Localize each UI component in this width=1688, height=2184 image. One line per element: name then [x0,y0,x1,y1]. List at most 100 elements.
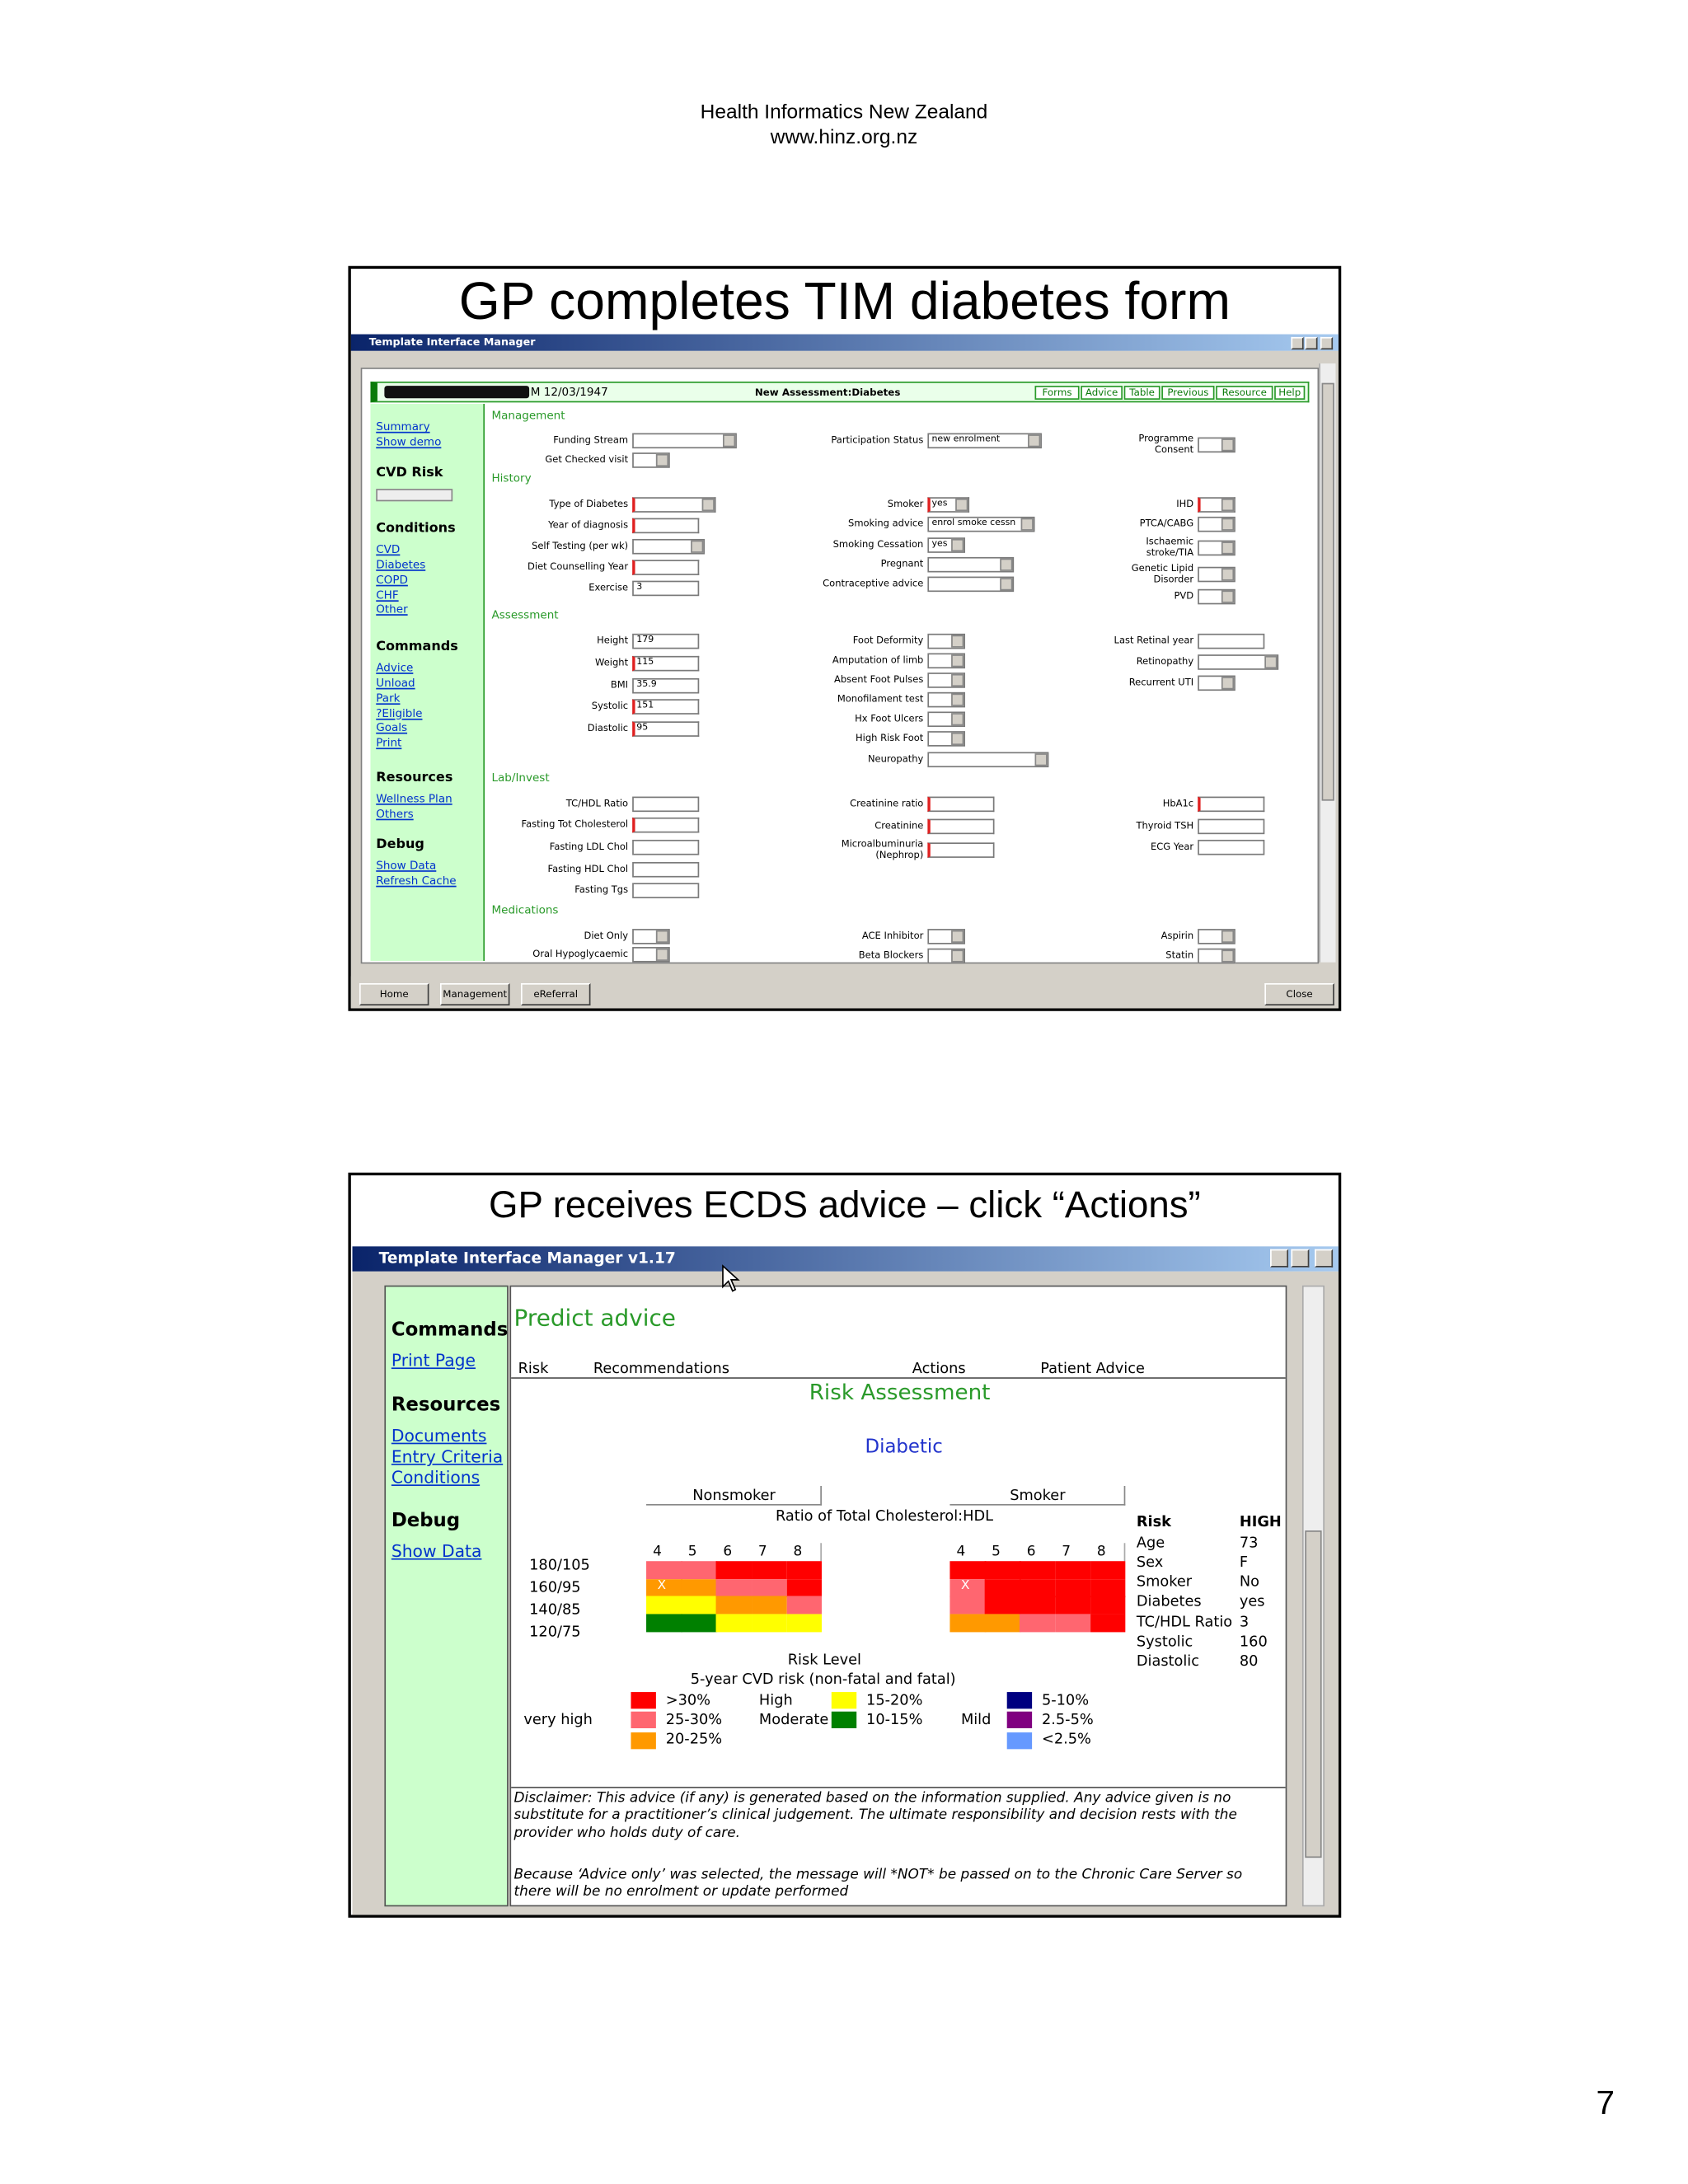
risk-cell [646,1561,682,1580]
sidebar-link[interactable]: Show demo [376,436,442,449]
text-input[interactable] [632,677,700,693]
field-value: 95 [636,721,649,733]
sidebar-link[interactable]: CHF [376,588,399,602]
field-label: Fasting LDL Chol [549,841,629,852]
tab-label[interactable]: Patient Advice [1040,1360,1145,1377]
text-input[interactable] [632,698,700,715]
text-input[interactable] [632,817,700,832]
sidebar-link[interactable]: Documents [391,1425,487,1446]
risk-cell [1020,1596,1056,1615]
field-label: Programme Consent [1138,433,1194,456]
tab-label[interactable]: Forms [1042,387,1072,398]
window-button[interactable] [1270,1249,1289,1268]
text-input[interactable] [632,559,700,575]
legend-label: <2.5% [1041,1731,1091,1749]
tab-label[interactable]: Previous [1167,387,1209,398]
tab-label[interactable]: Risk [518,1360,549,1377]
text-input[interactable] [632,579,700,596]
field-label: PTCA/CABG [1139,518,1194,529]
dropdown[interactable] [927,432,1042,448]
field-label: ECG Year [1150,841,1194,852]
dropdown[interactable] [632,496,716,512]
title-bar [352,1246,1339,1272]
text-input[interactable] [632,839,700,855]
sidebar-link[interactable]: Refresh Cache [376,874,457,888]
text-input[interactable] [927,795,995,812]
field-label: Pregnant [880,558,924,569]
text-input[interactable] [632,633,700,649]
sidebar-link[interactable]: Diabetes [376,558,426,571]
tab-label[interactable]: Help [1278,387,1301,398]
sidebar-link[interactable]: Park [376,691,401,705]
text-input[interactable] [1198,633,1265,649]
window-button[interactable] [1305,336,1318,350]
window-button[interactable] [1291,336,1304,350]
tab-label[interactable]: Resource [1221,387,1267,398]
risk-value: HIGH [1239,1513,1282,1530]
tab-label[interactable]: Recommendations [593,1360,730,1377]
button-label[interactable]: eReferral [533,988,579,1000]
button [1264,982,1334,1006]
field-value: enrol smoke cessn [931,517,1016,528]
section-title: Management [491,410,565,423]
slide-title: GP receives ECDS advice – click “Actions… [488,1183,1201,1226]
button-label[interactable]: Management [443,988,508,1000]
dropdown[interactable] [632,432,737,448]
risk-cell [950,1613,986,1632]
risk-cell [984,1561,1021,1580]
sidebar-link[interactable]: CVD [376,543,401,556]
tab [1123,386,1160,400]
sidebar-link[interactable]: Goals [376,721,408,735]
sidebar-link[interactable]: Wellness Plan [376,792,452,806]
sidebar-link[interactable]: Unload [376,677,415,690]
dropdown[interactable] [927,516,1035,532]
text-input[interactable] [632,720,700,737]
sidebar-link[interactable]: Print Page [391,1350,476,1371]
tab-label[interactable]: Table [1129,387,1155,398]
risk-cell [786,1578,823,1597]
sidebar-link[interactable]: Other [376,603,408,616]
sidebar-link[interactable]: Show Data [391,1541,482,1561]
text-input[interactable] [632,795,700,812]
sidebar-link[interactable]: Others [376,808,414,821]
window-button[interactable] [1291,1249,1310,1268]
sidebar-link[interactable]: Entry Criteria [391,1446,504,1467]
sidebar-link[interactable]: ?Eligible [376,706,423,719]
sidebar-link[interactable]: Print [376,737,402,750]
disclaimer: Disclaimer: This advice (if any) is gene… [513,1791,1237,1841]
text-input[interactable] [632,517,700,533]
tab-label[interactable]: Actions [912,1360,966,1377]
risk-cell [984,1596,1021,1615]
window-button[interactable] [1315,1249,1334,1268]
field-label: Get Checked visit [545,453,629,466]
text-input[interactable] [1198,818,1265,834]
text-input[interactable] [1198,839,1265,855]
x-tick-label: 8 [793,1544,803,1560]
text-input[interactable] [1198,795,1265,812]
dropdown[interactable] [632,538,706,554]
sidebar-link[interactable]: COPD [376,573,408,587]
button-label[interactable]: Home [379,988,409,1000]
field-label: Recurrent UTI [1128,677,1194,688]
sidebar-link[interactable]: Advice [376,661,414,675]
sidebar-link[interactable]: Summary [376,420,430,434]
field-label: Smoking advice [848,518,924,529]
sidebar-link[interactable]: Conditions [391,1468,481,1488]
risk-cell [681,1596,718,1615]
text-input[interactable] [927,818,995,834]
grid-header [950,1485,1126,1506]
dropdown[interactable] [927,751,1049,767]
text-input[interactable] [632,882,700,898]
sidebar-link[interactable]: Show Data [376,859,437,873]
risk-value: 160 [1239,1633,1268,1650]
text-input[interactable] [632,655,700,671]
button-label[interactable]: Close [1286,988,1313,1000]
tab-label[interactable]: Advice [1085,387,1118,398]
dropdown[interactable] [927,575,1015,592]
text-input[interactable] [632,861,700,877]
text-input[interactable] [927,841,995,858]
field-label: Oral Hypoglycaemic [532,948,629,960]
dropdown[interactable] [1198,654,1279,669]
dropdown[interactable] [927,556,1015,572]
window-button[interactable] [1320,336,1334,350]
